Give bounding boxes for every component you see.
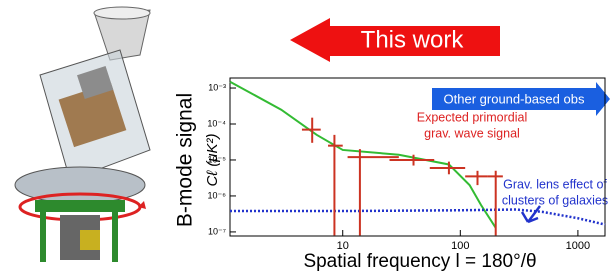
- series-line: [230, 209, 605, 224]
- x-axis-label: Spatial frequency l = 180°/θ: [303, 251, 536, 272]
- y-tick-label: 10⁻⁷: [208, 226, 226, 236]
- annotation: Grav. lens effect of: [503, 177, 607, 191]
- telescope-illustration: [15, 7, 150, 262]
- x-tick-label: 1000: [566, 240, 590, 252]
- annotation-arrow: [522, 206, 540, 222]
- y-tick-label: 10⁻⁴: [207, 118, 226, 128]
- y-tick-label: 10⁻⁵: [208, 154, 227, 164]
- this-work-label: This work: [361, 26, 465, 53]
- y-axis-label: B-mode signal: [174, 93, 197, 227]
- other-obs-label: Other ground-based obs: [444, 91, 585, 106]
- x-tick-label: 10: [337, 240, 349, 252]
- annotation: Expected primordial: [417, 110, 527, 124]
- figure: This work Other ground-based obs B-mode …: [0, 0, 612, 274]
- y-tick-label: 10⁻³: [208, 82, 226, 92]
- annotation: grav. wave signal: [424, 126, 520, 140]
- annotation: clusters of galaxies: [502, 193, 608, 207]
- y-tick-label: 10⁻⁶: [208, 190, 227, 200]
- x-tick-label: 100: [451, 240, 469, 252]
